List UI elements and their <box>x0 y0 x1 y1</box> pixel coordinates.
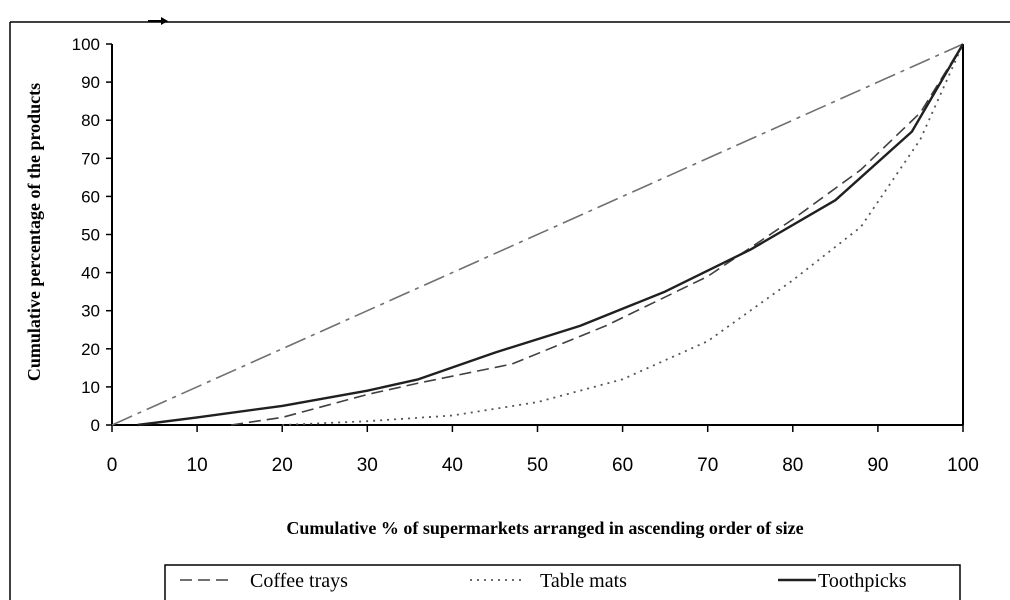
arrow-icon <box>148 17 168 25</box>
x-tick-label: 30 <box>357 455 378 476</box>
y-tick-label: 70 <box>81 149 100 168</box>
y-tick-label: 0 <box>91 416 100 435</box>
y-tick-label: 90 <box>81 73 100 92</box>
x-tick-label: 70 <box>697 455 718 476</box>
y-tick-label: 100 <box>72 35 100 54</box>
y-tick-label: 50 <box>81 226 100 245</box>
x-tick-label: 20 <box>272 455 293 476</box>
x-tick-label: 100 <box>947 455 979 476</box>
series-line-equality-reference <box>111 43 964 426</box>
series-layer <box>111 43 965 427</box>
y-tick-label: 20 <box>81 340 100 359</box>
x-tick-label: 80 <box>782 455 803 476</box>
y-tick-label: 40 <box>81 264 100 283</box>
legend-label: Coffee trays <box>250 570 348 592</box>
y-tick-label: 30 <box>81 302 100 321</box>
x-axis-label: Cumulative % of supermarkets arranged in… <box>286 518 803 538</box>
series-line-toothpicks <box>137 43 965 427</box>
y-tick-label: 10 <box>81 378 100 397</box>
y-axis-label: Cumulative percentage of the products <box>24 83 44 381</box>
y-tick-label: 80 <box>81 111 100 130</box>
y-axis-ticks: 0 10 20 30 40 50 60 70 80 90 100 <box>72 35 112 435</box>
x-tick-label: 0 <box>107 455 118 476</box>
x-tick-label: 60 <box>612 455 633 476</box>
series-line-coffee-trays <box>230 43 964 426</box>
x-tick-label: 50 <box>527 455 548 476</box>
series-line-table-mats <box>282 43 964 426</box>
legend-label: Toothpicks <box>818 570 907 592</box>
legend-items: Coffee trays Table mats Toothpicks <box>180 570 907 592</box>
y-tick-label: 60 <box>81 187 100 206</box>
legend <box>164 564 961 600</box>
legend-label: Table mats <box>540 570 627 592</box>
x-tick-label: 40 <box>442 455 463 476</box>
x-axis-ticks: 0 10 20 30 40 50 60 70 80 90 100 <box>107 425 979 476</box>
x-tick-label: 90 <box>867 455 888 476</box>
x-tick-label: 10 <box>187 455 208 476</box>
